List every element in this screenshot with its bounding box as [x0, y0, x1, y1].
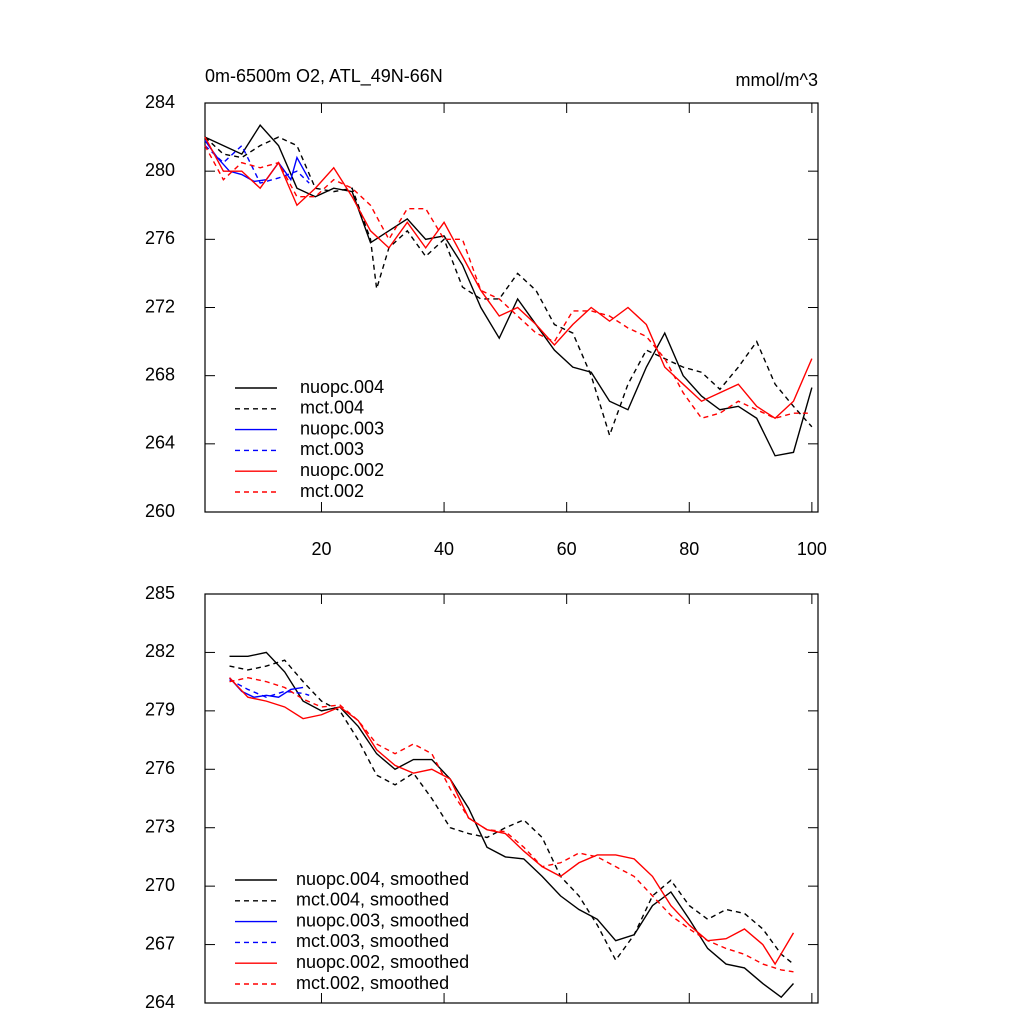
y-tick-label: 276 [145, 228, 175, 248]
legend-label: mct.002 [300, 481, 364, 501]
series-line [229, 659, 794, 965]
legend-label: nuopc.004, smoothed [296, 869, 469, 889]
plot-frame [204, 593, 819, 1004]
series-line [229, 677, 795, 966]
series-line [204, 140, 310, 183]
legend-label: mct.004 [300, 398, 364, 418]
y-tick-label: 272 [145, 296, 175, 316]
y-tick-label: 279 [145, 700, 175, 720]
series-line [204, 136, 813, 420]
y-tick-label: 264 [145, 992, 175, 1012]
chart-title: 0m-6500m O2, ATL_49N-66N [205, 66, 443, 87]
y-tick-label: 267 [145, 933, 175, 953]
y-tick-label: 268 [145, 364, 175, 384]
x-tick-label: 20 [311, 539, 331, 559]
legend-label: mct.002, smoothed [296, 973, 449, 993]
series-line [229, 677, 794, 973]
y-tick-label: 285 [145, 583, 175, 603]
legend-label: mct.003 [300, 439, 364, 459]
legend-label: nuopc.003, smoothed [296, 910, 469, 930]
plot-frame [204, 102, 819, 513]
y-tick-label: 280 [145, 160, 175, 180]
y-tick-label: 276 [145, 758, 175, 778]
series-line [204, 123, 813, 457]
x-tick-label: 80 [679, 539, 699, 559]
y-tick-label: 273 [145, 816, 175, 836]
y-tick-label: 264 [145, 433, 175, 453]
legend-label: nuopc.002 [300, 460, 384, 480]
series-line [228, 677, 304, 698]
legend-label: nuopc.003 [300, 418, 384, 438]
series-line [229, 651, 795, 999]
x-tick-label: 60 [557, 539, 577, 559]
y-tick-label: 284 [145, 92, 175, 112]
x-tick-label: 40 [434, 539, 454, 559]
legend-label: mct.004, smoothed [296, 890, 449, 910]
legend-label: nuopc.004 [300, 377, 384, 397]
series-line [204, 145, 812, 420]
y-tick-label: 282 [145, 641, 175, 661]
series-line [204, 136, 813, 438]
units-label: mmol/m^3 [736, 70, 818, 90]
series-line [204, 144, 310, 184]
y-tick-label: 270 [145, 875, 175, 895]
legend-label: mct.003, smoothed [296, 931, 449, 951]
legend-label: nuopc.002, smoothed [296, 952, 469, 972]
y-tick-label: 260 [145, 501, 175, 521]
x-tick-label: 100 [797, 539, 827, 559]
